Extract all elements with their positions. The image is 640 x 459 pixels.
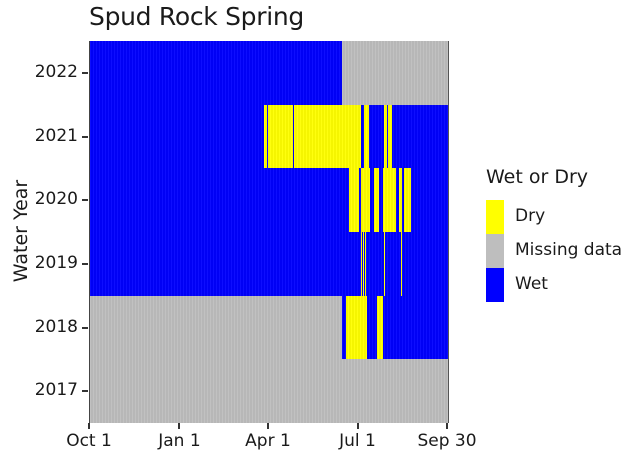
heatmap-row-2021	[90, 104, 448, 169]
segment-dry	[400, 232, 402, 297]
x-tick-label: Apr 1	[245, 431, 291, 451]
segment-wet	[342, 295, 346, 360]
x-tick-mark	[178, 423, 181, 429]
segment-dry	[360, 168, 370, 233]
x-tick-mark	[267, 423, 269, 429]
legend-title: Wet or Dry	[486, 166, 589, 188]
y-tick-mark	[82, 199, 88, 202]
segment-wet	[361, 232, 363, 297]
legend-item-missing-data: Missing data	[486, 234, 636, 268]
segment-dry	[374, 168, 380, 233]
segment-dry	[294, 104, 361, 169]
heatmap-row-2020	[90, 168, 448, 233]
segment-wet	[401, 232, 448, 297]
segment-wet	[387, 104, 389, 169]
segment-wet	[383, 295, 448, 360]
segment-wet	[385, 232, 401, 297]
y-tick-mark	[82, 390, 88, 393]
heatmap-row-2018	[90, 295, 448, 360]
heatmap-row-2017	[90, 359, 448, 423]
segment-wet	[266, 104, 268, 169]
legend-swatch	[486, 268, 504, 302]
legend-label: Wet	[515, 274, 548, 294]
segment-missing-data	[90, 295, 343, 360]
segment-wet	[293, 104, 295, 169]
legend-item-wet: Wet	[486, 268, 636, 302]
y-tick-label: 2019	[34, 252, 78, 273]
segment-wet	[90, 41, 343, 106]
segment-dry	[263, 104, 267, 169]
legend-swatch	[486, 234, 504, 268]
legend-label: Dry	[515, 206, 546, 226]
x-tick-mark	[446, 423, 448, 429]
segment-wet	[396, 168, 399, 233]
segment-dry	[364, 232, 366, 297]
plot-area	[89, 41, 449, 423]
segment-dry	[348, 168, 359, 233]
x-tick-label: Sep 30	[417, 431, 477, 451]
segment-wet	[365, 232, 385, 297]
segment-wet	[363, 232, 365, 297]
segment-wet	[368, 104, 385, 169]
segment-wet	[90, 104, 264, 169]
segment-wet	[401, 168, 404, 233]
segment-wet	[90, 168, 349, 233]
segment-missing-data	[342, 41, 448, 106]
segment-dry	[384, 232, 386, 297]
legend-label: Missing data	[515, 240, 623, 260]
segment-dry	[362, 232, 364, 297]
x-tick-label: Jul 1	[339, 431, 376, 451]
segment-wet	[366, 295, 378, 360]
segment-wet	[410, 168, 448, 233]
segment-dry	[398, 168, 402, 233]
segment-dry	[388, 104, 393, 169]
y-tick-mark	[82, 71, 88, 74]
heatmap-row-2019	[90, 232, 448, 297]
legend-swatch	[486, 200, 504, 234]
segment-dry	[363, 104, 369, 169]
legend-item-dry: Dry	[486, 200, 636, 234]
segment-dry	[267, 104, 294, 169]
y-tick-label: 2021	[34, 125, 78, 146]
x-tick-label: Jan 1	[158, 431, 201, 451]
x-tick-label: Oct 1	[66, 431, 112, 451]
segment-wet	[379, 168, 384, 233]
heatmap-row-2022	[90, 41, 448, 106]
segment-wet	[392, 104, 448, 169]
segment-wet	[369, 168, 375, 233]
segment-dry	[377, 295, 384, 360]
y-tick-mark	[82, 262, 88, 265]
x-tick-mark	[356, 423, 359, 429]
y-tick-label: 2022	[34, 61, 78, 82]
segment-wet	[360, 104, 364, 169]
y-tick-label: 2018	[34, 316, 78, 337]
segment-dry	[403, 168, 411, 233]
y-tick-label: 2020	[34, 189, 78, 210]
segment-dry	[345, 295, 367, 360]
segment-dry	[360, 232, 362, 297]
segment-dry	[383, 168, 397, 233]
segment-wet	[358, 168, 361, 233]
y-tick-mark	[82, 135, 88, 138]
segment-wet	[90, 232, 361, 297]
segment-missing-data	[90, 359, 448, 423]
y-tick-mark	[82, 326, 88, 329]
x-tick-mark	[88, 423, 90, 429]
segment-dry	[384, 104, 388, 169]
y-tick-label: 2017	[34, 380, 78, 401]
chart-title: Spud Rock Spring	[89, 2, 304, 31]
